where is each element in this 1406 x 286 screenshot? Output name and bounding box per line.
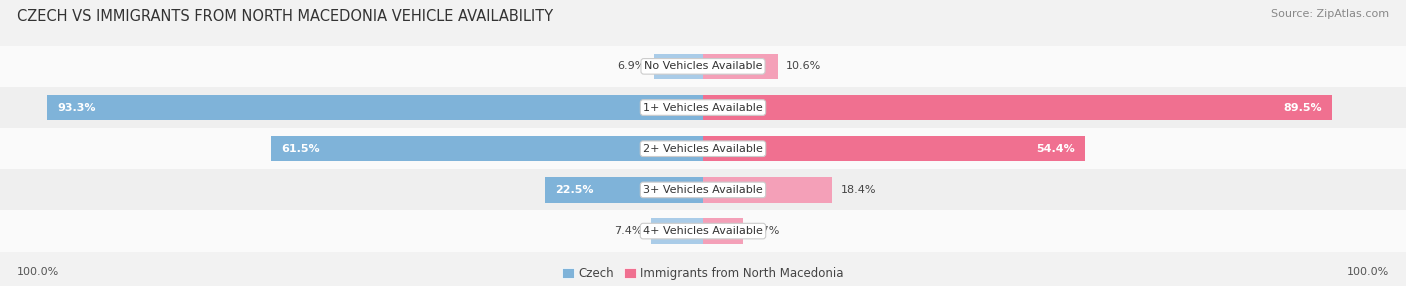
Text: 3+ Vehicles Available: 3+ Vehicles Available xyxy=(643,185,763,195)
Bar xyxy=(0,169,1406,210)
Text: 100.0%: 100.0% xyxy=(1347,267,1389,277)
Text: No Vehicles Available: No Vehicles Available xyxy=(644,61,762,71)
Bar xyxy=(654,53,703,79)
Text: CZECH VS IMMIGRANTS FROM NORTH MACEDONIA VEHICLE AVAILABILITY: CZECH VS IMMIGRANTS FROM NORTH MACEDONIA… xyxy=(17,9,553,23)
Bar xyxy=(0,128,1406,169)
Bar xyxy=(48,95,703,120)
Bar xyxy=(270,136,703,162)
Text: 100.0%: 100.0% xyxy=(17,267,59,277)
Text: 5.7%: 5.7% xyxy=(752,226,780,236)
Bar xyxy=(0,46,1406,87)
Legend: Czech, Immigrants from North Macedonia: Czech, Immigrants from North Macedonia xyxy=(562,267,844,280)
Bar xyxy=(0,210,1406,252)
Bar xyxy=(0,87,1406,128)
Bar xyxy=(703,53,778,79)
Text: 7.4%: 7.4% xyxy=(614,226,643,236)
Bar xyxy=(651,218,703,244)
Bar xyxy=(703,177,832,203)
Text: 22.5%: 22.5% xyxy=(555,185,593,195)
Text: 61.5%: 61.5% xyxy=(281,144,319,154)
Text: 89.5%: 89.5% xyxy=(1284,103,1322,112)
Bar xyxy=(703,136,1085,162)
Text: 54.4%: 54.4% xyxy=(1036,144,1074,154)
Text: 1+ Vehicles Available: 1+ Vehicles Available xyxy=(643,103,763,112)
Text: 18.4%: 18.4% xyxy=(841,185,876,195)
Bar xyxy=(546,177,703,203)
Text: 6.9%: 6.9% xyxy=(617,61,647,71)
Bar xyxy=(703,95,1333,120)
Text: 4+ Vehicles Available: 4+ Vehicles Available xyxy=(643,226,763,236)
Text: 2+ Vehicles Available: 2+ Vehicles Available xyxy=(643,144,763,154)
Text: 10.6%: 10.6% xyxy=(786,61,821,71)
Bar xyxy=(703,218,744,244)
Text: 93.3%: 93.3% xyxy=(58,103,96,112)
Text: Source: ZipAtlas.com: Source: ZipAtlas.com xyxy=(1271,9,1389,19)
